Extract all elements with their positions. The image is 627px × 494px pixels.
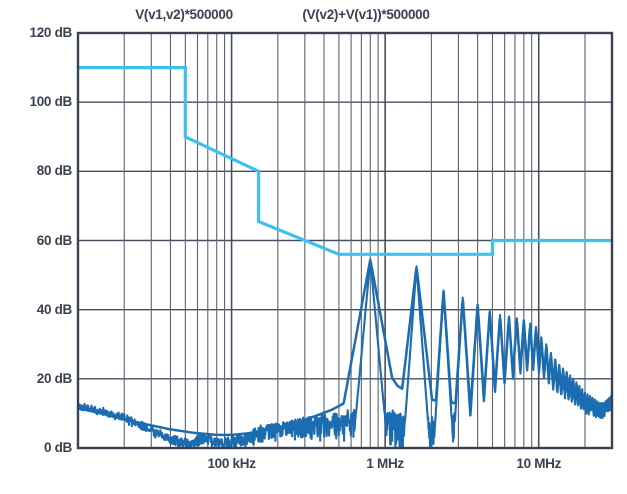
- trace-title-0: V(v1,v2)*500000: [135, 7, 233, 22]
- x-axis-label-1MHz: 1 MHz: [366, 456, 404, 471]
- y-axis-label-20dB: 20 dB: [36, 370, 73, 386]
- x-axis-label-10MHz: 10 MHz: [516, 456, 562, 471]
- y-axis-label-120dB: 120 dB: [29, 25, 73, 40]
- y-axis-label-100dB: 100 dB: [29, 94, 73, 110]
- trace-v2-plus-v1-fft: [77, 258, 614, 449]
- x-axis-label-100kHz: 100 kHz: [207, 456, 256, 471]
- y-axis-label-0dB: 0 dB: [43, 440, 72, 455]
- y-axis-label-60dB: 60 dB: [36, 232, 73, 248]
- y-axis-label-80dB: 80 dB: [36, 163, 73, 179]
- plot-border: [76, 31, 614, 450]
- trace-title-1: (V(v2)+V(v1))*500000: [302, 7, 430, 22]
- trace-noise-mask: [78, 65, 612, 256]
- y-axis-label-40dB: 40 dB: [36, 301, 73, 317]
